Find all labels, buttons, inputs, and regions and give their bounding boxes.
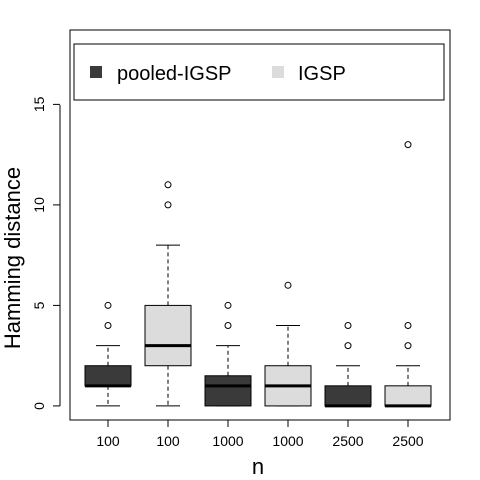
box-body <box>384 385 432 407</box>
box-pooled-igsp-100 <box>84 301 132 407</box>
y-tick-label: 5 <box>31 301 47 309</box>
legend-label-igsp: IGSP <box>298 63 346 85</box>
outlier-point <box>284 281 292 289</box>
y-axis: 0 5 10 15 <box>31 96 61 410</box>
outlier-point <box>404 342 412 350</box>
x-axis: 100 100 1000 1000 2500 2500 <box>96 419 424 449</box>
box-body <box>144 304 192 367</box>
x-tick-label: 100 <box>156 433 180 449</box>
legend-label-pooled-igsp: pooled-IGSP <box>117 63 232 85</box>
legend-swatch-pooled-igsp <box>90 66 102 78</box>
outlier-point <box>104 322 112 330</box>
box-igsp-100 <box>144 181 192 407</box>
y-tick-label: 15 <box>31 96 47 112</box>
box-body <box>204 375 252 407</box>
outlier-point <box>224 301 232 309</box>
box-pooled-igsp-1000 <box>204 301 252 407</box>
box-body <box>84 365 132 387</box>
x-tick-label: 2500 <box>332 433 363 449</box>
box-igsp-1000 <box>264 281 312 407</box>
legend: pooled-IGSP IGSP <box>73 43 445 101</box>
legend-swatch-igsp <box>272 66 284 78</box>
x-axis-title: n <box>252 454 264 479</box>
outlier-point <box>164 201 172 209</box>
outlier-point <box>344 322 352 330</box>
box-igsp-2500 <box>384 141 432 408</box>
legend-box <box>73 43 445 101</box>
outlier-point <box>104 301 112 309</box>
outlier-point <box>224 322 232 330</box>
box-body <box>324 385 372 407</box>
x-tick-label: 100 <box>96 433 120 449</box>
y-tick-label: 10 <box>31 197 47 213</box>
box-pooled-igsp-2500 <box>324 322 372 408</box>
outlier-point <box>404 322 412 330</box>
outlier-point <box>404 141 412 149</box>
boxes <box>84 141 432 408</box>
outlier-point <box>164 181 172 189</box>
x-tick-label: 1000 <box>212 433 243 449</box>
x-tick-label: 2500 <box>392 433 423 449</box>
outlier-point <box>344 342 352 350</box>
y-axis-title: Hamming distance <box>0 167 25 349</box>
x-tick-label: 1000 <box>272 433 303 449</box>
y-tick-label: 0 <box>31 402 47 410</box>
